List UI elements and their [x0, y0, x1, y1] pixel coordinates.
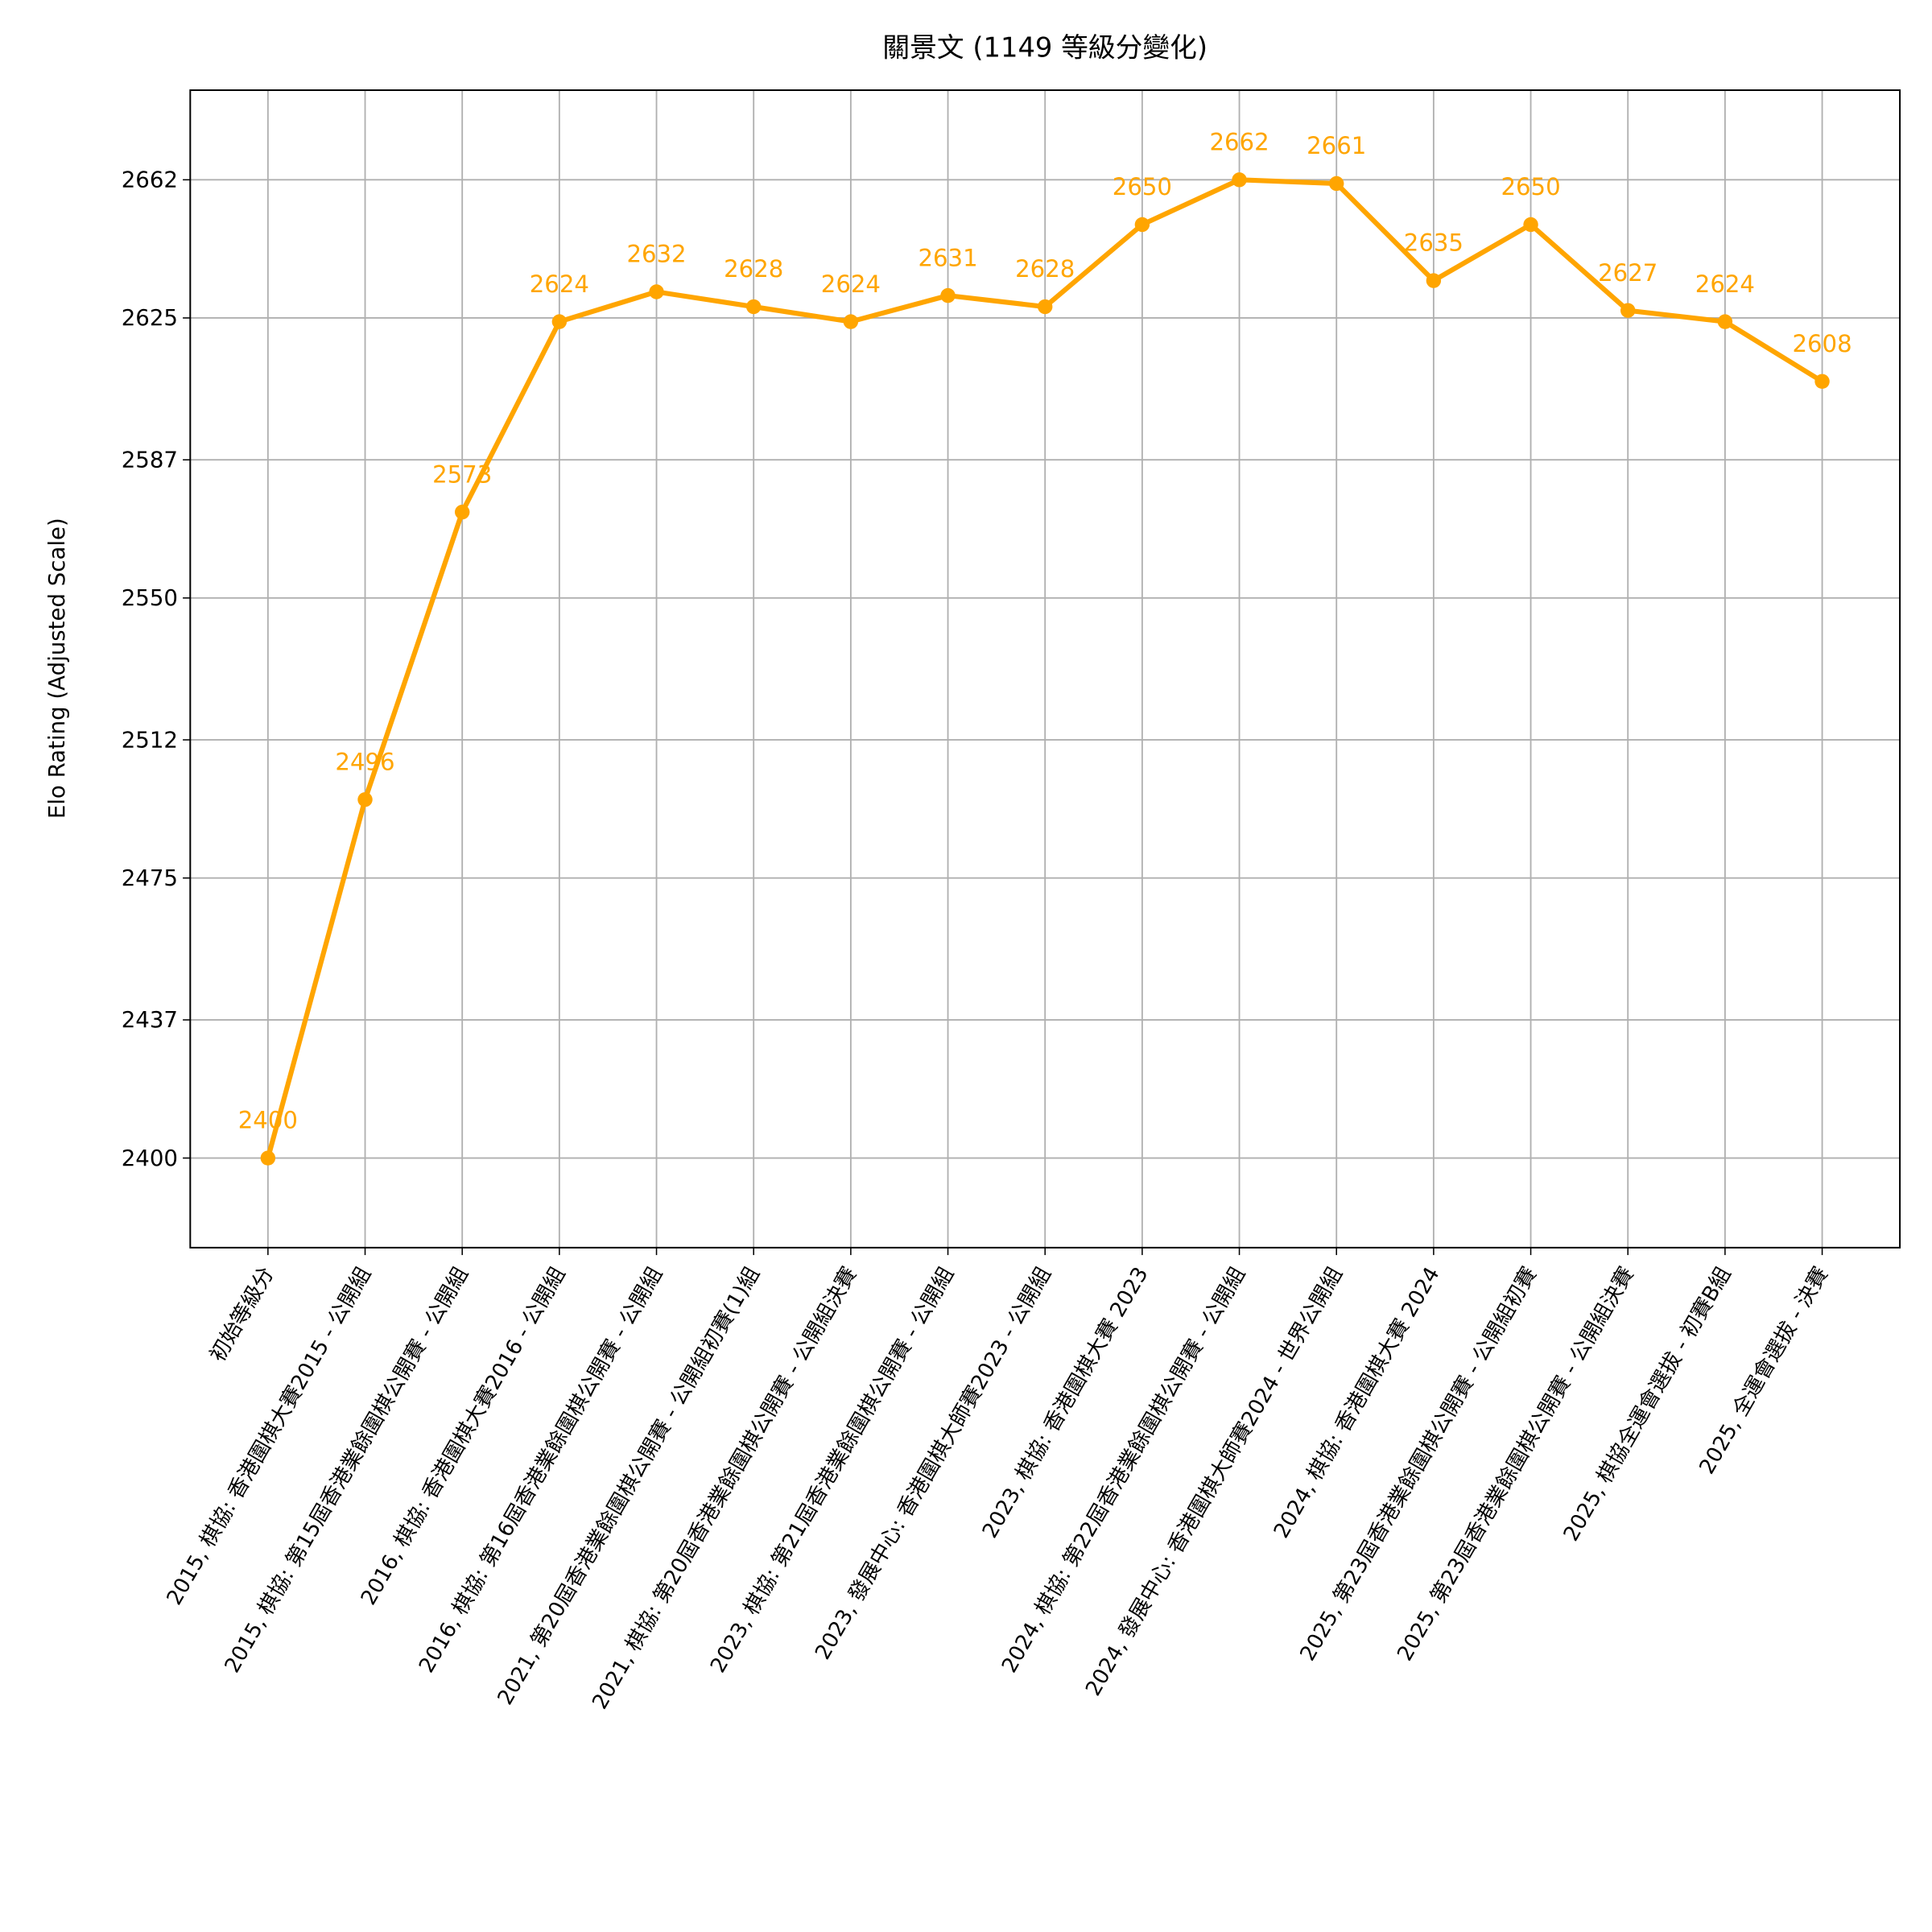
data-label: 2650	[1113, 173, 1172, 200]
y-tick-label: 2475	[122, 865, 178, 891]
point	[1038, 299, 1053, 315]
point	[260, 1150, 276, 1166]
point	[1329, 175, 1344, 192]
data-label: 2624	[1695, 270, 1755, 298]
data-label: 2661	[1307, 132, 1366, 159]
plot-frame	[189, 89, 1901, 1249]
point	[1620, 303, 1636, 318]
data-label: 2400	[238, 1107, 298, 1134]
point	[1232, 172, 1247, 188]
data-label: 2628	[1015, 255, 1075, 283]
data-label: 2608	[1792, 330, 1852, 357]
data-label: 2632	[626, 241, 686, 268]
data-label: 2662	[1209, 129, 1269, 156]
point	[551, 314, 568, 329]
data-label: 2496	[335, 748, 394, 775]
y-tick-label: 2400	[122, 1145, 178, 1171]
data-label: 2631	[918, 244, 977, 271]
data-label: 2573	[432, 460, 492, 488]
y-tick-label: 2662	[122, 167, 178, 193]
point	[649, 284, 664, 299]
point	[843, 314, 859, 329]
y-tick-label: 2625	[122, 304, 178, 331]
y-tick-label: 2550	[122, 584, 178, 611]
point	[357, 792, 373, 807]
point	[1134, 217, 1150, 233]
chart-title: 關景文 (1149 等級分變化)	[882, 32, 1208, 64]
data-label: 2624	[821, 270, 881, 298]
y-tick-label: 2587	[122, 446, 178, 473]
point	[1426, 273, 1442, 288]
point	[940, 287, 956, 303]
y-tick-label: 2437	[122, 1006, 178, 1033]
data-label: 2628	[724, 255, 783, 283]
data-label: 2650	[1501, 173, 1560, 200]
data-label: 2627	[1598, 259, 1657, 287]
point	[454, 504, 470, 520]
data-label: 2635	[1404, 229, 1463, 257]
point	[745, 299, 762, 315]
y-axis-label: Elo Rating (Adjusted Scale)	[43, 518, 70, 819]
point	[1814, 374, 1830, 390]
y-tick-label: 2512	[122, 726, 178, 753]
point	[1717, 314, 1733, 329]
data-label: 2624	[530, 270, 589, 298]
point	[1523, 217, 1538, 233]
